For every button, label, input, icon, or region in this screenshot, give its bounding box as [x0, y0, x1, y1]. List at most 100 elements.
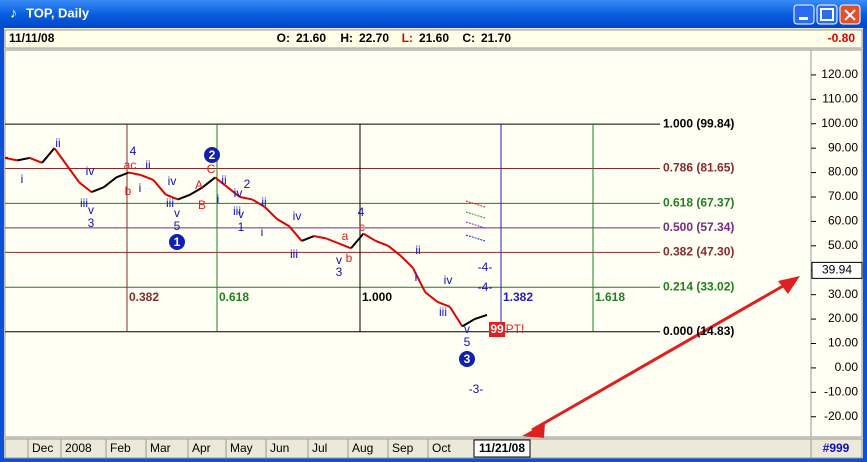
wave-label: i [139, 181, 142, 195]
fan-line [465, 221, 486, 229]
last-price-box [811, 261, 863, 279]
annotation-arrows [522, 276, 800, 438]
y-tick-label: 100.00 [821, 116, 858, 130]
time-fib-label: 1.382 [503, 290, 533, 304]
price-segment [165, 193, 179, 201]
price-segment [325, 237, 340, 245]
wave-label: iii [439, 305, 447, 319]
wave-label: ii [261, 195, 266, 209]
wave-label: iv [234, 186, 243, 200]
wave-label: -4- [478, 280, 493, 294]
status-text: #999 [823, 441, 850, 455]
y-tick-label: 20.00 [828, 311, 858, 325]
target-badge-box [489, 322, 505, 337]
wave-circle [204, 147, 220, 163]
fib-level-label: 0.382 (47.30) [663, 245, 734, 259]
price-segment [103, 176, 117, 189]
wave-label: a [342, 229, 349, 243]
wave-label: c [359, 220, 365, 234]
wave-label: -4- [478, 260, 493, 274]
ohlc-value: 22.70 [359, 31, 389, 45]
price-segment [202, 176, 216, 189]
y-tick-label: 60.00 [828, 214, 858, 228]
price-segment [399, 254, 414, 269]
x-tick-label: Mar [150, 441, 171, 455]
fib-level-label: 0.500 (57.34) [663, 220, 734, 234]
y-axis-panel [810, 49, 863, 438]
wave-label: i [415, 270, 418, 284]
y-tick-label: -20.00 [824, 409, 858, 423]
fib-level-label: 0.786 (81.65) [663, 161, 734, 175]
wave-label: PT! [506, 322, 525, 336]
ohlc-label: H: [340, 31, 353, 45]
window-title: TOP, Daily [26, 5, 90, 20]
x-tick-label: Aug [352, 441, 373, 455]
ohlc-value: 21.60 [419, 31, 449, 45]
wave-label: iii [80, 196, 88, 210]
price-segment [338, 242, 352, 250]
y-tick-label: 80.00 [828, 165, 858, 179]
wave-label: iv [444, 273, 453, 287]
circled-wave-label: 2 [209, 148, 216, 162]
wave-label: i [21, 172, 24, 186]
wave-label: v [464, 322, 470, 336]
y-tick-label: 110.00 [822, 91, 858, 105]
ohlc-value: 21.70 [481, 31, 511, 45]
wave-label: i [217, 192, 220, 206]
fib-level-label: 0.000 (14.83) [663, 324, 734, 338]
price-segment [140, 174, 154, 181]
y-tick-label: 10.00 [828, 336, 858, 350]
fan-line [465, 200, 486, 208]
wave-label: ii [221, 173, 226, 187]
price-segment [226, 186, 241, 198]
wave-label: 4 [130, 144, 137, 158]
ohlc-label: O: [277, 31, 290, 45]
price-segment [362, 232, 377, 242]
header-bar [4, 29, 863, 49]
price-segment [313, 235, 327, 240]
price-segment [424, 291, 439, 303]
wave-label: 4 [358, 205, 365, 219]
fib-level-label: 1.000 (99.84) [663, 116, 734, 130]
y-tick-label: 90.00 [828, 140, 858, 154]
minimize-button[interactable] [793, 4, 815, 25]
price-segment [17, 156, 30, 162]
arrow-line [531, 280, 791, 432]
wave-label: 1 [238, 220, 245, 234]
wave-label: ii [145, 158, 150, 172]
wave-label: A [195, 178, 203, 192]
price-segment [128, 171, 142, 176]
wave-circle [169, 234, 185, 250]
price-segment [78, 181, 93, 193]
y-tick-label: -10.00 [824, 384, 858, 398]
title-bar [0, 0, 867, 28]
ohlc-label: C: [462, 31, 475, 45]
price-segment [276, 218, 290, 228]
price-segment [53, 147, 68, 166]
close-icon [844, 9, 856, 21]
wave-label: -3- [469, 382, 484, 396]
wave-label: B [198, 198, 206, 212]
window-buttons[interactable] [793, 4, 861, 25]
x-tick-label: Sep [392, 441, 414, 455]
price-segment [461, 318, 476, 328]
wave-label: i [261, 225, 264, 239]
wave-label: iv [293, 209, 302, 223]
price-segment [375, 240, 389, 247]
x-tick-label: 2008 [65, 441, 92, 455]
last-price-label: 39.94 [822, 263, 852, 277]
arrow-head [522, 423, 545, 438]
target-badge: 99 [490, 322, 504, 336]
price-segment [301, 235, 315, 242]
wave-label: 5 [174, 219, 181, 233]
price-segment [29, 156, 43, 164]
price-segment [4, 156, 18, 162]
wave-label: iv [168, 174, 177, 188]
wave-label: v [238, 207, 244, 221]
price-segment [214, 176, 229, 189]
price-segment [177, 193, 191, 201]
x-tick-label: Oct [432, 441, 451, 455]
wave-label: v [174, 206, 180, 220]
wave-label: 2 [244, 177, 251, 191]
